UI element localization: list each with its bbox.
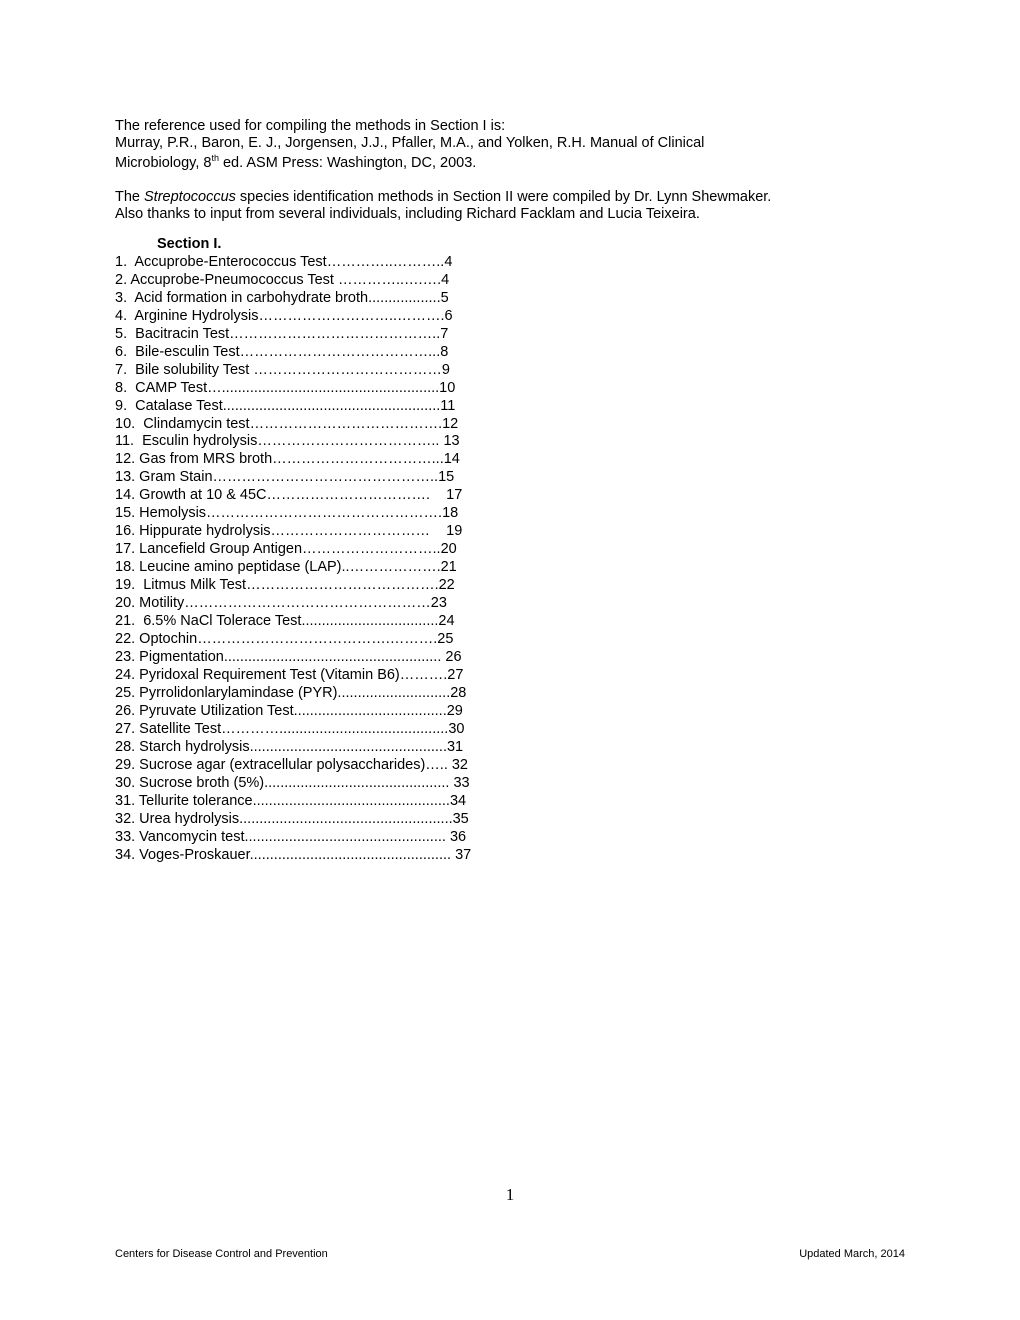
toc-item: 25. Pyrrolidonlarylamindase (PYR).......… [115, 685, 905, 703]
toc-item: 9. Catalase Test........................… [115, 398, 905, 416]
toc-item: 16. Hippurate hydrolysis…………………………… 19 [115, 523, 905, 541]
ack-line1-post: species identification methods in Sectio… [236, 189, 771, 205]
toc-item: 34. Voges-Proskauer.....................… [115, 847, 905, 865]
reference-paragraph: The reference used for compiling the met… [115, 118, 905, 172]
toc-item: 26. Pyruvate Utilization Test...........… [115, 703, 905, 721]
toc-item: 17. Lancefield Group Antigen………………………..2… [115, 541, 905, 559]
toc-item: 4. Arginine Hydrolysis………………………..……….6 [115, 308, 905, 326]
footer-right: Updated March, 2014 [799, 1248, 905, 1260]
toc-item: 10. Clindamycin test………………………………….12 [115, 416, 905, 434]
toc-item: 18. Leucine amino peptidase (LAP)..……………… [115, 559, 905, 577]
reference-citation-line2-pre: Microbiology, 8 [115, 155, 211, 171]
toc-item: 12. Gas from MRS broth……………………………...14 [115, 451, 905, 469]
toc-item: 33. Vancomycin test.....................… [115, 829, 905, 847]
toc-item: 2. Accuprobe-Pneumococcus Test …………..….…… [115, 272, 905, 290]
reference-citation-line2-post: ed. ASM Press: Washington, DC, 2003. [219, 155, 476, 171]
reference-intro: The reference used for compiling the met… [115, 118, 505, 134]
page-number: 1 [506, 1185, 515, 1205]
acknowledgment-paragraph: The Streptococcus species identification… [115, 189, 905, 224]
toc-item: 24. Pyridoxal Requirement Test (Vitamin … [115, 667, 905, 685]
footer: Centers for Disease Control and Preventi… [115, 1248, 905, 1260]
toc-item: 5. Bacitracin Test……………………………………..7 [115, 326, 905, 344]
toc-item: 22. Optochin………………………………….……….25 [115, 631, 905, 649]
toc-item: 3. Acid formation in carbohydrate broth.… [115, 290, 905, 308]
footer-left: Centers for Disease Control and Preventi… [115, 1248, 328, 1260]
reference-citation-line1: Murray, P.R., Baron, E. J., Jorgensen, J… [115, 135, 704, 151]
ack-line1-pre: The [115, 189, 144, 205]
toc-item: 7. Bile solubility Test …………………………………9 [115, 362, 905, 380]
toc-item: 31. Tellurite tolerance.................… [115, 793, 905, 811]
toc-item: 20. Motility……………………………………………23 [115, 595, 905, 613]
toc-item: 30. Sucrose broth (5%)..................… [115, 775, 905, 793]
section-header: Section I. [157, 236, 905, 252]
toc-item: 32. Urea hydrolysis.....................… [115, 811, 905, 829]
toc-item: 19. Litmus Milk Test………………………………….22 [115, 577, 905, 595]
toc-item: 15. Hemolysis………………………………………….18 [115, 505, 905, 523]
reference-citation-sup: th [211, 153, 219, 163]
toc-item: 8. CAMP Test…...........................… [115, 380, 905, 398]
toc-item: 1. Accuprobe-Enterococcus Test…………..……….… [115, 254, 905, 272]
toc-item: 27. Satellite Test…………..................… [115, 721, 905, 739]
toc-item: 11. Esculin hydrolysis……………………………….. 13 [115, 433, 905, 451]
toc-item: 23. Pigmentation........................… [115, 649, 905, 667]
table-of-contents: 1. Accuprobe-Enterococcus Test…………..……….… [115, 254, 905, 865]
toc-item: 6. Bile-esculin Test…………………………………...8 [115, 344, 905, 362]
ack-line1-italic: Streptococcus [144, 189, 236, 205]
toc-item: 28. Starch hydrolysis...................… [115, 739, 905, 757]
toc-item: 14. Growth at 10 & 45C……………………………. 17 [115, 487, 905, 505]
toc-item: 29. Sucrose agar (extracellular polysacc… [115, 757, 905, 775]
toc-item: 21. 6.5% NaCl Tolerace Test.............… [115, 613, 905, 631]
toc-item: 13. Gram Stain………………………………………..15 [115, 469, 905, 487]
ack-line2: Also thanks to input from several indivi… [115, 206, 700, 222]
